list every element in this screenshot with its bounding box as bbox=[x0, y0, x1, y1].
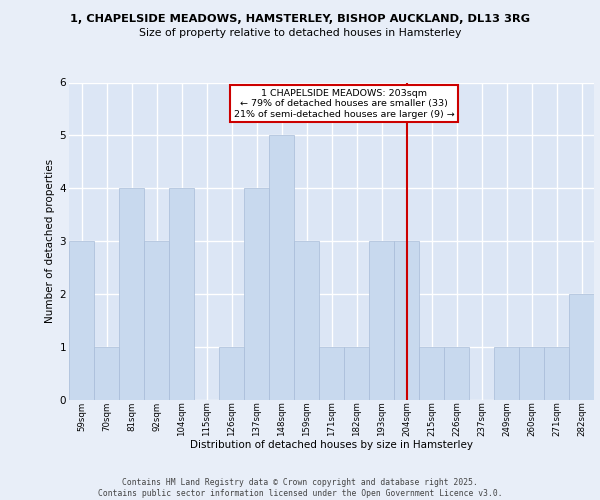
Bar bbox=[369, 242, 394, 400]
Bar bbox=[519, 347, 544, 400]
Bar bbox=[219, 347, 244, 400]
Bar bbox=[419, 347, 444, 400]
Bar bbox=[144, 242, 169, 400]
Bar bbox=[269, 136, 294, 400]
Bar bbox=[294, 242, 319, 400]
Text: Contains HM Land Registry data © Crown copyright and database right 2025.
Contai: Contains HM Land Registry data © Crown c… bbox=[98, 478, 502, 498]
X-axis label: Distribution of detached houses by size in Hamsterley: Distribution of detached houses by size … bbox=[190, 440, 473, 450]
Bar bbox=[94, 347, 119, 400]
Bar bbox=[69, 242, 94, 400]
Text: Size of property relative to detached houses in Hamsterley: Size of property relative to detached ho… bbox=[139, 28, 461, 38]
Bar bbox=[244, 188, 269, 400]
Bar bbox=[319, 347, 344, 400]
Bar bbox=[394, 242, 419, 400]
Bar bbox=[544, 347, 569, 400]
Bar bbox=[569, 294, 594, 400]
Bar bbox=[119, 188, 144, 400]
Y-axis label: Number of detached properties: Number of detached properties bbox=[46, 159, 55, 324]
Text: 1 CHAPELSIDE MEADOWS: 203sqm
← 79% of detached houses are smaller (33)
21% of se: 1 CHAPELSIDE MEADOWS: 203sqm ← 79% of de… bbox=[233, 89, 454, 118]
Bar bbox=[344, 347, 369, 400]
Bar bbox=[444, 347, 469, 400]
Text: 1, CHAPELSIDE MEADOWS, HAMSTERLEY, BISHOP AUCKLAND, DL13 3RG: 1, CHAPELSIDE MEADOWS, HAMSTERLEY, BISHO… bbox=[70, 14, 530, 24]
Bar bbox=[169, 188, 194, 400]
Bar bbox=[494, 347, 519, 400]
